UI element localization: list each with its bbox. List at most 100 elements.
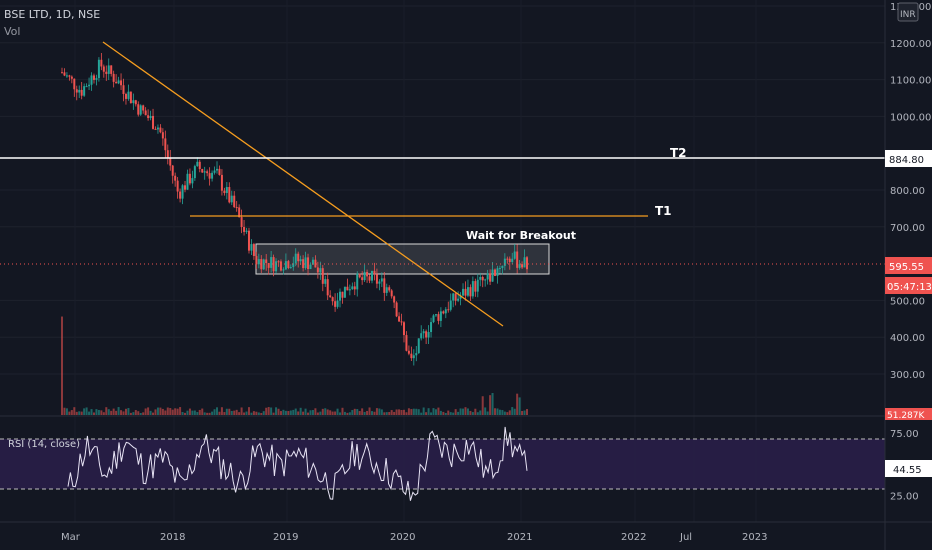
candle-body [213, 170, 216, 173]
volume-bar [462, 408, 465, 415]
volume-bar [238, 412, 241, 415]
candle-body [100, 59, 103, 67]
volume-bar [208, 412, 211, 415]
candle-body [412, 355, 415, 359]
candle-body [137, 104, 140, 115]
volume-bar [110, 410, 113, 415]
volume-bar [61, 316, 63, 415]
volume-bar [518, 397, 521, 415]
candle-body [97, 59, 100, 79]
volume-bar [506, 412, 509, 415]
candle-body [196, 161, 199, 167]
candle-body [368, 276, 371, 281]
t2-price-value: 884.80 [889, 155, 924, 166]
volume-bar [181, 411, 184, 415]
volume-bar [154, 409, 157, 415]
candle-body [102, 66, 105, 72]
volume-bar [405, 412, 408, 415]
volume-bar [188, 408, 191, 415]
volume-bar [223, 412, 226, 415]
descending-trendline[interactable] [102, 41, 504, 327]
candle-body [124, 93, 127, 99]
candle-body [523, 257, 526, 268]
volume-bar [447, 410, 450, 415]
volume-bar [356, 409, 359, 415]
candle-body [336, 300, 339, 307]
grid [0, 5, 885, 375]
candle-body [526, 257, 528, 270]
volume-bar [213, 409, 216, 415]
volume-bar [292, 409, 295, 415]
time-tick-label: 2022 [621, 532, 646, 543]
candle-body [464, 288, 467, 296]
candle-body [466, 287, 469, 296]
candle-body [208, 173, 211, 179]
candle-body [491, 269, 494, 282]
countdown-badge [885, 277, 932, 294]
candle-body [339, 291, 342, 301]
currency-badge[interactable] [897, 2, 919, 22]
candle-body [324, 279, 327, 284]
candle-body [250, 244, 253, 251]
volume-bars [61, 316, 528, 415]
candle-body [501, 265, 504, 269]
volume-bar [152, 412, 155, 415]
candle-body [508, 258, 511, 262]
volume-bar [247, 407, 250, 415]
candle-body [201, 168, 204, 173]
candle-body [193, 166, 196, 179]
volume-bar [439, 410, 442, 415]
volume-bar [166, 407, 169, 415]
candle-body [127, 91, 130, 99]
volume-bar [437, 407, 440, 415]
candle-body [61, 72, 63, 74]
candle-body [471, 281, 474, 297]
candle-body [132, 100, 135, 104]
candle-body [279, 261, 282, 271]
candle-body [415, 353, 418, 356]
candle-body [184, 185, 187, 190]
candle-body [410, 353, 413, 359]
volume-bar [265, 407, 268, 415]
volume-bar [73, 407, 76, 415]
candle-body [462, 288, 465, 296]
volume-bar [526, 409, 528, 415]
volume-bar [225, 408, 228, 415]
candle-body [270, 257, 273, 268]
rsi-tick-label: 75.00 [890, 429, 919, 440]
volume-bar [329, 410, 332, 415]
candle-body [341, 291, 344, 298]
candle-body [334, 301, 337, 307]
volume-badge [885, 408, 932, 420]
volume-bar [484, 407, 487, 415]
candle-body [92, 75, 95, 80]
candle-body [503, 258, 506, 266]
candle-body [371, 270, 373, 281]
candle-body [203, 171, 206, 173]
price-tick-label: 300.00 [890, 370, 925, 381]
time-tick-label: Mar [61, 532, 81, 543]
volume-bar [68, 411, 71, 415]
candle-body [223, 190, 226, 194]
volume-bar [203, 412, 206, 415]
candle-body [452, 293, 455, 301]
candle-body [90, 75, 93, 85]
candle-body [169, 157, 172, 166]
volume-bar [156, 407, 159, 415]
candle-body [233, 195, 236, 208]
candle-body [319, 268, 322, 273]
candle-body [164, 138, 167, 151]
volume-bar [339, 412, 342, 415]
volume-bar [496, 408, 499, 415]
volume-bar [402, 409, 405, 415]
volume-bar [498, 409, 501, 415]
volume-bar [270, 407, 273, 415]
volume-bar [279, 411, 282, 415]
volume-bar [233, 410, 236, 415]
candle-body [247, 230, 250, 251]
volume-bar [375, 408, 378, 415]
candle-body [289, 267, 292, 269]
volume-bar [420, 412, 423, 415]
